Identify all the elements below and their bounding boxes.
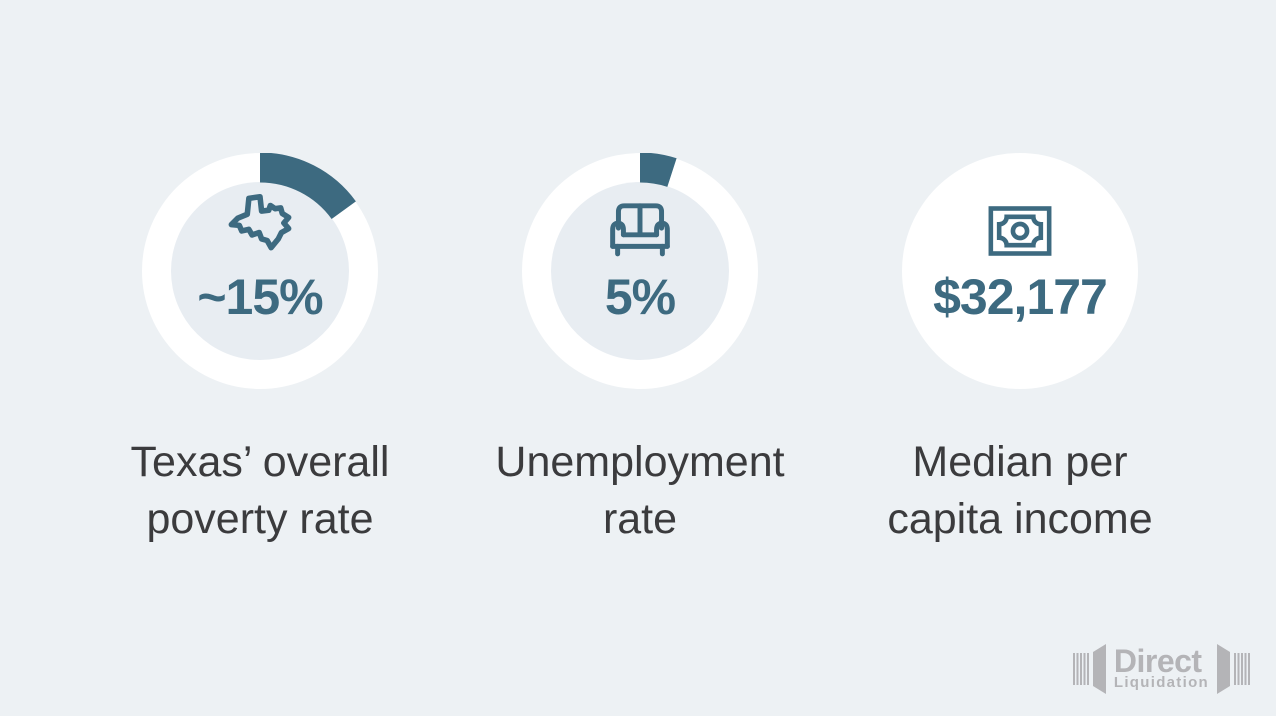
income-value: $32,177 <box>933 269 1108 325</box>
stat-card-unemployment: 5% Unemployment rate <box>450 153 830 548</box>
poverty-label: Texas’ overall poverty rate <box>130 438 390 543</box>
stat-card-income: $32,177 Median per capita income <box>830 153 1210 548</box>
stats-row: ~15% Texas’ overall poverty rate <box>70 153 1210 548</box>
logo-wordmark: Direct Liquidation <box>1113 642 1209 691</box>
unemployment-label: Unemployment rate <box>495 438 785 543</box>
logo-text-direct: Direct <box>1113 642 1202 679</box>
income-label: Median per capita income <box>887 438 1153 543</box>
donut-ring <box>142 153 378 389</box>
logo-text-liquidation: Liquidation <box>1113 673 1209 691</box>
texas-state-icon <box>225 193 295 253</box>
direct-liquidation-logo: Direct Liquidation <box>1072 642 1250 695</box>
poverty-donut-chart: ~15% <box>142 153 378 389</box>
barcode-left-icon <box>1072 643 1107 695</box>
income-circle: $32,177 <box>902 153 1138 389</box>
barcode-right-icon <box>1216 643 1250 695</box>
circle-background <box>902 153 1138 389</box>
money-bill-icon <box>988 206 1052 256</box>
couch-icon <box>605 200 675 258</box>
unemployment-value: 5% <box>604 269 676 325</box>
poverty-value: ~15% <box>197 269 323 325</box>
stat-card-poverty: ~15% Texas’ overall poverty rate <box>70 153 450 548</box>
donut-ring <box>522 153 758 389</box>
unemployment-donut-chart: 5% <box>522 153 758 389</box>
